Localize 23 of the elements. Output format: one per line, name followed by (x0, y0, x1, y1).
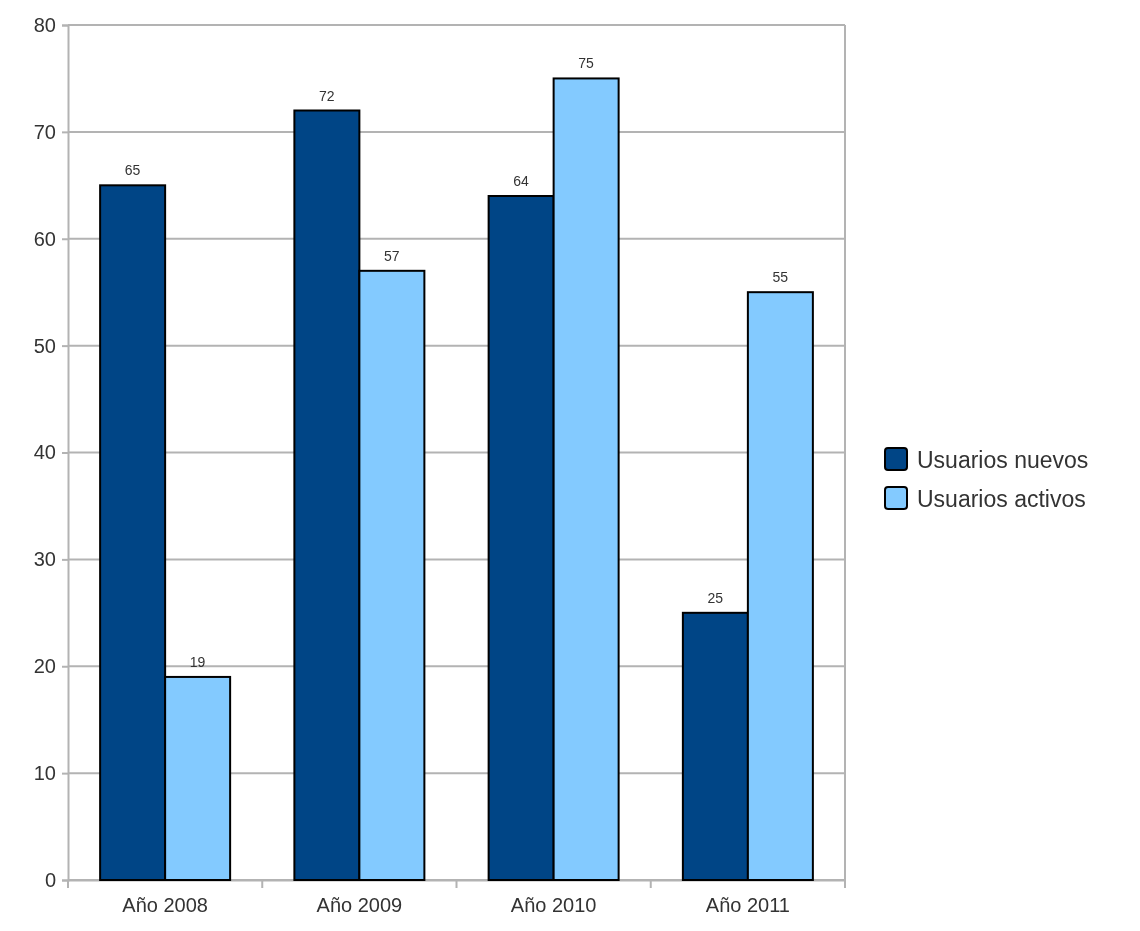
y-tick-label: 10 (33, 762, 56, 785)
data-label: 64 (513, 173, 530, 189)
x-tick-label: Año 2008 (122, 894, 208, 917)
legend-label: Usuarios nuevos (917, 447, 1089, 473)
data-label: 75 (578, 55, 595, 72)
y-tick-label: 80 (33, 13, 56, 36)
x-tick-label: Año 2009 (316, 894, 403, 917)
data-label: 72 (319, 87, 335, 104)
data-label: 19 (189, 653, 206, 670)
data-label: 55 (772, 269, 789, 286)
x-tick-label: Año 2011 (705, 894, 790, 917)
y-tick-label: 0 (44, 868, 56, 891)
data-label: 65 (124, 162, 141, 179)
y-tick-label: 30 (33, 548, 56, 571)
y-tick-label: 40 (33, 441, 56, 464)
x-tick-label: Año 2010 (510, 894, 597, 917)
data-label: 57 (384, 247, 400, 264)
legend-label: Usuarios activos (917, 486, 1086, 512)
y-tick-label: 50 (33, 334, 56, 357)
y-tick-label: 20 (33, 655, 56, 678)
y-tick-label: 60 (33, 227, 56, 250)
y-tick-label: 70 (33, 120, 56, 143)
data-label: 25 (707, 589, 724, 606)
